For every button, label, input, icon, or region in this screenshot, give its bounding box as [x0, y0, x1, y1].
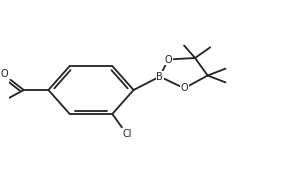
Text: O: O	[181, 83, 188, 93]
Text: Cl: Cl	[123, 129, 132, 139]
Text: O: O	[164, 55, 172, 64]
Text: O: O	[1, 69, 8, 79]
Text: B: B	[156, 72, 163, 82]
